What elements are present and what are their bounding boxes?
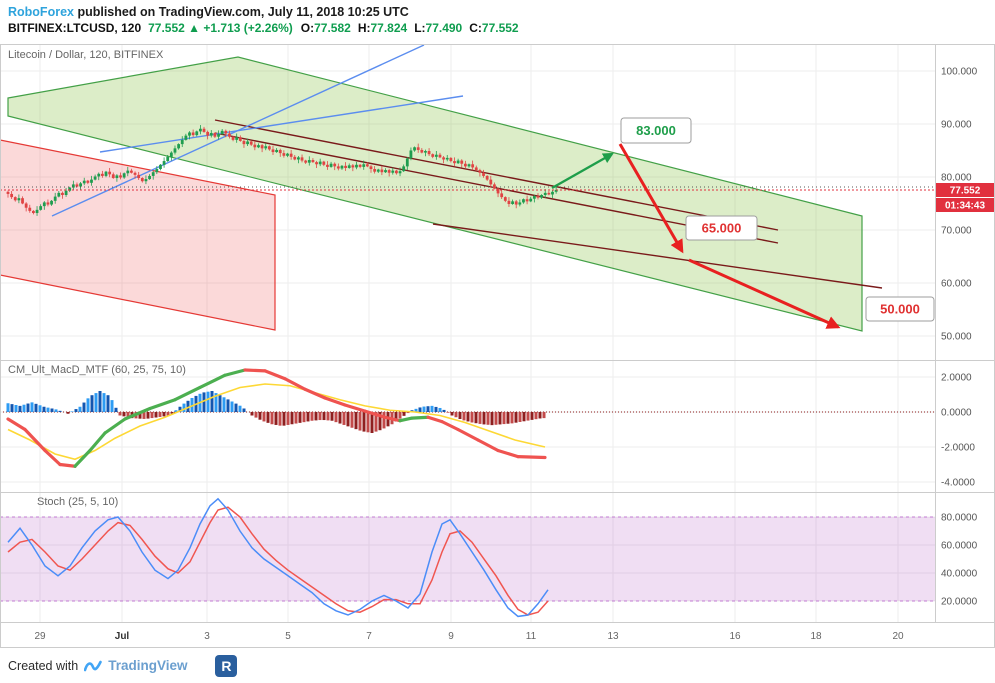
svg-text:40.0000: 40.0000 [941, 569, 978, 580]
symbol-interval[interactable]: BITFINEX:LTCUSD, 120 [8, 21, 142, 35]
median-line-3[interactable] [432, 223, 883, 289]
created-with-text: Created with [8, 658, 79, 673]
svg-text:20.0000: 20.0000 [941, 597, 978, 608]
annotations[interactable]: 83.000 65.000 50.000 [551, 117, 935, 329]
trend-arrow[interactable] [688, 258, 841, 329]
tradingview-logo-icon [84, 660, 102, 671]
svg-text:Jul: Jul [115, 631, 130, 642]
price-pane-title: Litecoin / Dollar, 120, BITFINEX [8, 49, 164, 61]
stoch-d-line [7, 506, 549, 616]
header: RoboForex published on TradingView.com, … [0, 0, 995, 42]
price-target-callout[interactable] [685, 215, 758, 241]
footer: Created with TradingView R [0, 648, 995, 683]
stoch-band [0, 517, 935, 602]
ohlc-value: 77.582 [314, 21, 351, 35]
grid [0, 42, 995, 648]
ohlc-label: H: [357, 21, 371, 35]
publisher-link[interactable]: RoboForex [8, 5, 74, 19]
ohlc-values: O:77.582 H:77.824 L:77.490 C:77.552 [301, 21, 526, 35]
descending-green-channel[interactable] [7, 56, 863, 332]
ascending-trendline-2[interactable] [99, 95, 464, 153]
ohlc-label: L: [414, 21, 426, 35]
price-axis[interactable]: 100.000 90.000 80.000 70.000 60.000 50.000 2.0… [935, 42, 995, 622]
price-target-callout[interactable] [865, 296, 935, 322]
svg-text:7: 7 [366, 631, 372, 642]
price-target-callout[interactable] [620, 117, 692, 144]
tradingview-link[interactable]: TradingView [108, 658, 188, 673]
svg-text:50.000: 50.000 [941, 331, 972, 342]
svg-text:-4.0000: -4.0000 [941, 478, 975, 489]
symbol-legend: BITFINEX:LTCUSD, 120 77.552 ▲ +1.713 (+2.… [8, 20, 987, 37]
time-axis[interactable]: 29 Jul 3 5 7 9 11 13 16 18 20 [0, 622, 995, 648]
svg-text:5: 5 [285, 631, 291, 642]
ohlc-value: 77.552 [481, 21, 519, 35]
chart-area[interactable]: Litecoin / Dollar, 120, BITFINEX CM_Ult_… [0, 42, 995, 648]
svg-text:11: 11 [526, 631, 537, 642]
svg-text:2.0000: 2.0000 [941, 372, 972, 383]
svg-text:50.000: 50.000 [880, 302, 920, 317]
svg-text:83.000: 83.000 [636, 123, 676, 138]
svg-text:16: 16 [729, 631, 741, 642]
price-change: ▲ +1.713 (+2.26%) [188, 21, 293, 35]
svg-text:3: 3 [204, 631, 210, 642]
ohlc-value: 77.490 [425, 21, 463, 35]
price-badge [936, 183, 994, 197]
chart-container: Litecoin / Dollar, 120, BITFINEX CM_Ult_… [0, 42, 995, 648]
published-text: published on TradingView.com, July 11, 2… [73, 5, 409, 19]
svg-text:90.000: 90.000 [941, 119, 972, 130]
stoch-k-line [7, 497, 549, 618]
ohlc-value: 77.824 [370, 21, 408, 35]
median-line-1[interactable] [214, 119, 779, 231]
svg-text:13: 13 [607, 631, 619, 642]
svg-text:60.0000: 60.0000 [941, 541, 978, 552]
svg-text:-2.0000: -2.0000 [941, 443, 975, 454]
trend-arrow[interactable] [618, 143, 684, 254]
svg-text:100.000: 100.000 [941, 66, 978, 77]
last-price: 77.552 [148, 21, 185, 35]
roboforex-logo-icon[interactable]: R [215, 654, 238, 677]
stoch-pane[interactable]: Stoch (25, 5, 10) [0, 496, 935, 618]
ohlc-label: O: [300, 21, 315, 35]
median-line-2[interactable] [214, 132, 779, 244]
price-pane[interactable]: Litecoin / Dollar, 120, BITFINEX [0, 44, 935, 332]
svg-text:60.000: 60.000 [941, 278, 972, 289]
macd-pane[interactable]: CM_Ult_MacD_MTF (60, 25, 75, 10) [0, 364, 935, 468]
svg-text:29: 29 [34, 631, 46, 642]
svg-text:20: 20 [892, 631, 904, 642]
macd-pane-title: CM_Ult_MacD_MTF (60, 25, 75, 10) [8, 364, 186, 376]
ohlc-label: C: [469, 21, 482, 35]
svg-text:65.000: 65.000 [702, 221, 742, 236]
candlestick-series [6, 125, 558, 216]
svg-text:18: 18 [810, 631, 822, 642]
macd-line [6, 368, 547, 468]
svg-text:80.000: 80.000 [941, 172, 972, 183]
svg-text:80.0000: 80.0000 [941, 513, 978, 524]
publish-line: RoboForex published on TradingView.com, … [8, 4, 987, 20]
svg-text:70.000: 70.000 [941, 225, 972, 236]
svg-text:01:34:43: 01:34:43 [945, 201, 985, 212]
price-badge [936, 198, 994, 212]
svg-text:0.0000: 0.0000 [941, 407, 972, 418]
svg-text:77.552: 77.552 [950, 186, 981, 197]
svg-text:9: 9 [448, 631, 454, 642]
trend-arrow[interactable] [551, 152, 614, 190]
stoch-pane-title: Stoch (25, 5, 10) [37, 496, 118, 508]
